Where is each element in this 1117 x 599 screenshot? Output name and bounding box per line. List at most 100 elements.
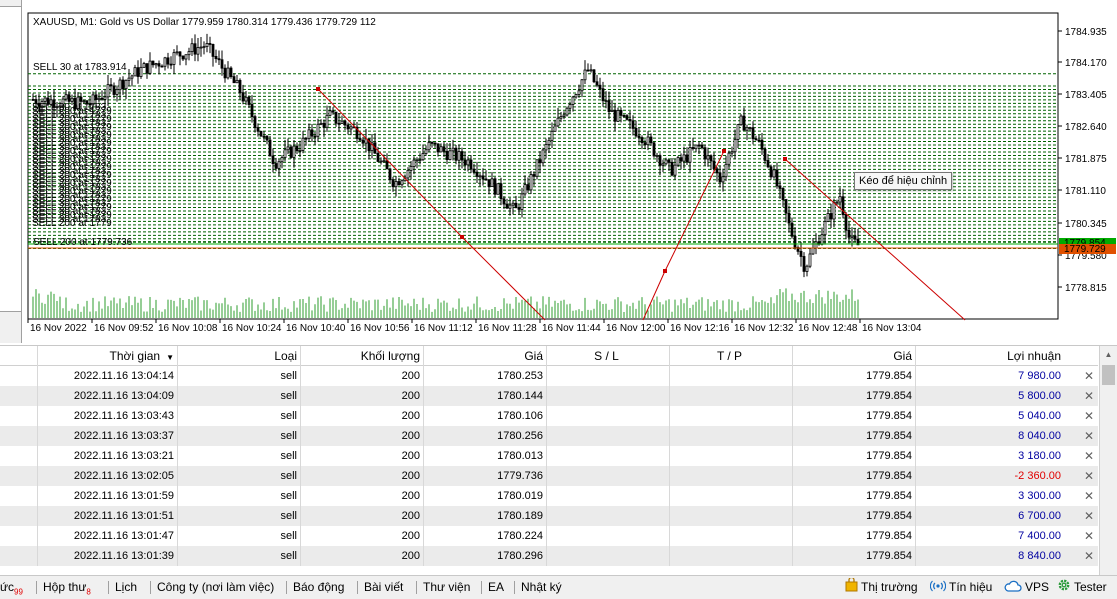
table-row[interactable]: 2022.11.16 13:03:43 sell 200 1780.106 1779.8… <box>0 406 1098 426</box>
table-row[interactable]: 2022.11.16 13:03:21 sell 200 1780.013 1779.8… <box>0 446 1098 466</box>
tab-0[interactable]: ức99 <box>0 576 23 599</box>
candle-body <box>721 176 725 183</box>
cell-time: 2022.11.16 13:04:09 <box>38 386 178 406</box>
candle-body <box>292 145 296 158</box>
candle-body <box>79 96 83 102</box>
tab-separator <box>36 581 37 594</box>
table-row[interactable]: 2022.11.16 13:01:39 sell 200 1780.296 1779.8… <box>0 546 1098 566</box>
column-header-volume[interactable]: Khối lượng <box>301 346 424 366</box>
column-header-profit[interactable]: Lợi nhuận <box>1007 349 1061 363</box>
tab-label: Bài viết <box>364 580 404 594</box>
cell-price: 1780.189 <box>424 506 547 526</box>
candle-body <box>727 152 731 165</box>
close-position-icon[interactable]: ✕ <box>1083 449 1095 463</box>
order-label-overlap: SELL 200 at 1779 <box>32 210 112 221</box>
cell-time: 2022.11.16 13:03:21 <box>38 446 178 466</box>
candle-body <box>367 138 371 152</box>
candle-body <box>652 142 656 157</box>
column-header-time[interactable]: Thời gian ▼ <box>38 346 178 366</box>
tab-7[interactable]: EA <box>488 576 504 599</box>
candle-body <box>796 247 800 252</box>
candle-body <box>514 202 518 209</box>
cell-profit: 7 980.00 <box>1018 370 1061 382</box>
tab-1[interactable]: Hộp thư8 <box>43 576 91 599</box>
cell-price: 1780.253 <box>424 366 547 386</box>
table-row[interactable]: 2022.11.16 13:03:37 sell 200 1780.256 1779.8… <box>0 426 1098 446</box>
candle-body <box>43 97 47 102</box>
time-axis-label: 16 Nov 11:12 <box>414 323 473 334</box>
candle-body <box>490 178 494 187</box>
candle-body <box>850 235 854 238</box>
tab-5[interactable]: Bài viết <box>364 576 403 599</box>
candle-body <box>130 75 134 79</box>
table-row[interactable]: 2022.11.16 13:01:59 sell 200 1780.019 1779.8… <box>0 486 1098 506</box>
close-position-icon[interactable]: ✕ <box>1083 429 1095 443</box>
close-position-icon[interactable]: ✕ <box>1083 489 1095 503</box>
column-header-price[interactable]: Giá <box>424 346 547 366</box>
table-row[interactable]: 2022.11.16 13:04:09 sell 200 1780.144 1779.8… <box>0 386 1098 406</box>
candle-body <box>40 100 44 107</box>
column-header-current-price[interactable]: Giá <box>793 346 916 366</box>
close-position-icon[interactable]: ✕ <box>1083 389 1095 403</box>
candle-body <box>517 207 521 210</box>
close-position-icon[interactable]: ✕ <box>1083 549 1095 563</box>
cell-tp <box>670 426 793 446</box>
gear-icon <box>1057 577 1071 599</box>
time-axis-label: 16 Nov 10:08 <box>158 323 218 334</box>
chart-window[interactable]: SELL 30 at 1783. SELL 200 at 1779 SELL 30 … <box>0 0 1117 343</box>
cell-profit: 8 840.00 <box>1018 550 1061 562</box>
table-row[interactable]: 2022.11.16 13:01:47 sell 200 1780.224 1779.8… <box>0 526 1098 546</box>
close-position-icon[interactable]: ✕ <box>1083 509 1095 523</box>
candle-body <box>730 151 734 154</box>
table-row[interactable]: 2022.11.16 13:02:05 sell 200 1779.736 1779.8… <box>0 466 1098 486</box>
column-header-type[interactable]: Loại <box>178 346 301 366</box>
tab-3[interactable]: Công ty (nơi làm việc) <box>157 576 274 599</box>
tester-tab[interactable]: Tester <box>1057 576 1107 599</box>
candle-body <box>220 59 224 69</box>
candle-body <box>316 123 320 137</box>
bid-price-tag <box>1059 238 1116 248</box>
column-header-tp[interactable]: T / P <box>670 346 793 366</box>
tab-label: Hộp thư <box>43 580 87 594</box>
candle-body <box>823 221 827 236</box>
close-position-icon[interactable]: ✕ <box>1083 529 1095 543</box>
candle-body <box>538 159 542 164</box>
candle-body <box>598 84 602 90</box>
vertical-scrollbar[interactable]: ▲ <box>1099 346 1117 575</box>
time-axis-label: 16 Nov 10:40 <box>286 323 346 334</box>
candle-body <box>772 169 776 178</box>
scrollbar-thumb[interactable] <box>1102 365 1115 385</box>
close-position-icon[interactable]: ✕ <box>1083 369 1095 383</box>
market-tab[interactable]: Thị trường <box>845 576 918 599</box>
candle-body <box>742 115 746 131</box>
candle-body <box>427 141 431 151</box>
close-position-icon[interactable]: ✕ <box>1083 469 1095 483</box>
tab-2[interactable]: Lịch <box>115 576 137 599</box>
order-label-overlap: SELL 30 at 1783. <box>32 118 109 129</box>
signals-tab[interactable]: Tín hiệu <box>929 576 992 599</box>
trade-marker <box>722 149 726 153</box>
cell-type: sell <box>178 426 301 446</box>
tab-8[interactable]: Nhật ký <box>521 576 562 599</box>
candle-body <box>631 120 635 129</box>
candle-body <box>268 139 272 157</box>
cell-current: 1779.854 <box>793 466 916 486</box>
candle-body <box>838 196 842 203</box>
price-axis-label: 1779.580 <box>1065 251 1107 262</box>
scroll-up-icon[interactable]: ▲ <box>1104 350 1113 359</box>
candle-body <box>805 265 809 272</box>
trade-table[interactable]: Thời gian ▼ Loại Khối lượng Giá S / L T /… <box>0 345 1117 575</box>
tab-6[interactable]: Thư viện <box>423 576 470 599</box>
candle-body <box>226 67 230 79</box>
column-header-sl[interactable]: S / L <box>547 346 670 366</box>
tab-4[interactable]: Báo động <box>293 576 344 599</box>
close-position-icon[interactable]: ✕ <box>1083 409 1095 423</box>
vps-tab[interactable]: VPS <box>1004 576 1049 599</box>
cell-profit: 5 040.00 <box>1018 410 1061 422</box>
table-row[interactable]: 2022.11.16 13:01:51 sell 200 1780.189 1779.8… <box>0 506 1098 526</box>
trade-history-line <box>642 270 666 321</box>
candle-body <box>481 175 485 180</box>
table-row[interactable]: 2022.11.16 13:04:14 sell 200 1780.253 1779.8… <box>0 366 1098 386</box>
candle-body <box>133 67 137 77</box>
